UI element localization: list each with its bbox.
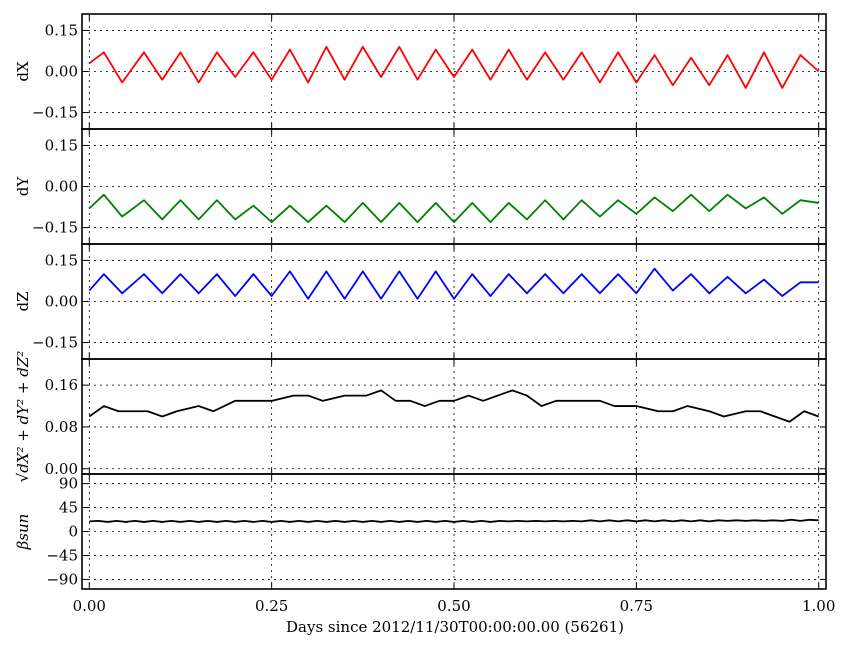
xtick-label-3: 0.75 [620, 597, 653, 615]
ytick-label-rss-2: 0.16 [45, 376, 78, 394]
series-line-dy [88, 193, 819, 223]
xtick-label-1: 0.25 [255, 597, 288, 615]
panel-rss: 0.00 0.08 0.16 √dX² + dY² + dZ² [14, 351, 827, 483]
series-line-rss [88, 389, 820, 423]
series-line-beta [89, 518, 819, 523]
ytick-label-dx-1: 0.00 [45, 63, 78, 81]
ytick-label-dz-1: 0.00 [45, 293, 78, 311]
panel-dy: −0.15 0.00 0.15 dY [14, 128, 827, 245]
ytick-label-beta-1: −45 [46, 546, 78, 564]
ytick-label-dy-1: 0.00 [45, 178, 78, 196]
ytick-label-dz-0: −0.15 [32, 334, 78, 352]
ytick-label-dz-2: 0.15 [45, 251, 78, 269]
panel-dx: −0.15 0.00 0.15 dX [14, 13, 827, 130]
x-axis-label: Days since 2012/11/30T00:00:00.00 (56261… [286, 618, 624, 636]
ytick-label-beta-2: 0 [68, 523, 78, 541]
ytick-label-dy-0: −0.15 [32, 219, 78, 237]
ytick-label-dy-2: 0.15 [45, 136, 78, 154]
ytick-label-beta-0: −90 [46, 570, 78, 588]
y-axis-label-beta: βsun [14, 514, 32, 551]
xtick-label-4: 1.00 [802, 597, 835, 615]
y-axis-label-dx: dX [14, 61, 32, 82]
ytick-label-rss-1: 0.08 [45, 418, 78, 436]
y-axis-label-dy: dY [14, 176, 32, 197]
panel-dz: −0.15 0.00 0.15 dZ [14, 243, 827, 360]
y-axis-label-dz: dZ [14, 291, 32, 311]
ytick-label-dx-2: 0.15 [45, 21, 78, 39]
ytick-label-rss-0: 0.00 [45, 460, 78, 478]
series-line-dx [88, 45, 820, 89]
chart-panels: −0.150.000.15dX−0.150.000.15dY−0.150.000… [14, 13, 835, 615]
series-line-dz [88, 267, 819, 300]
ytick-label-beta-4: 90 [59, 475, 78, 493]
xtick-label-2: 0.50 [437, 597, 470, 615]
ytick-label-beta-3: 45 [59, 499, 78, 517]
panel-beta: −90 −45 0 45 90 βsun [14, 473, 827, 590]
xtick-label-0: 0.00 [73, 597, 106, 615]
y-axis-label-rss: √dX² + dY² + dZ² [14, 351, 32, 483]
ytick-label-dx-0: −0.15 [32, 104, 78, 122]
